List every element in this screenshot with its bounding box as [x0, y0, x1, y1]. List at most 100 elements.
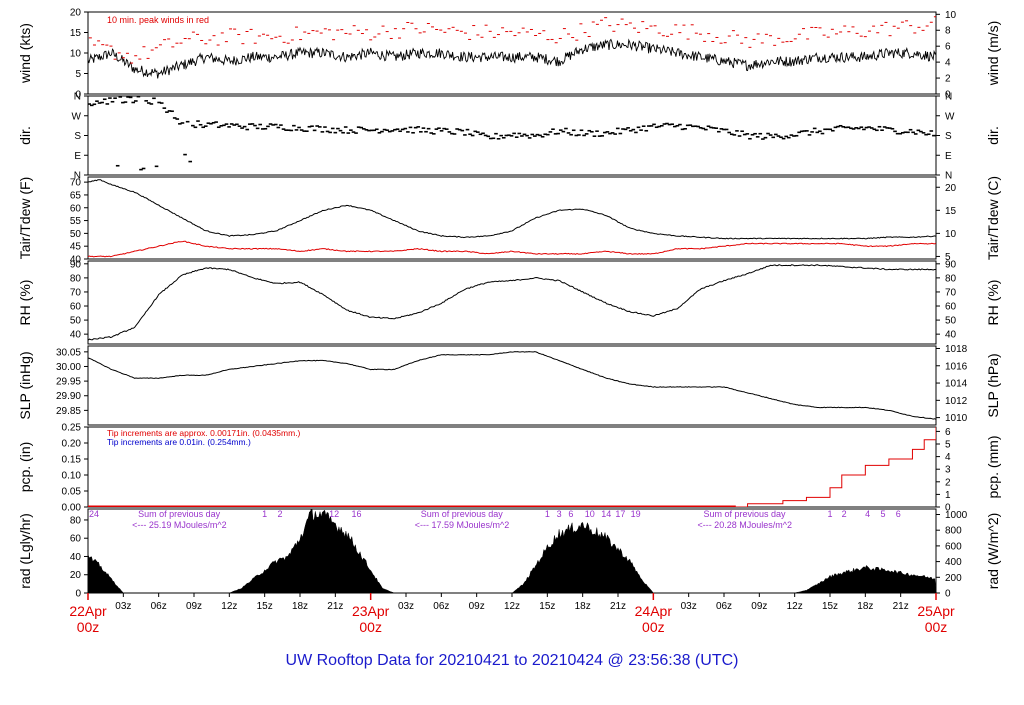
- hour-mark-label: 2: [842, 509, 847, 519]
- right-tick-label: 10: [945, 229, 957, 240]
- y-axis-label-left: Tair/Tdew (F): [17, 177, 33, 259]
- hour-tick-label: 09z: [186, 601, 202, 612]
- left-tick-label: 80: [70, 273, 82, 284]
- y-axis-label-right: rad (W/m^2): [985, 513, 1001, 590]
- y-axis-label-right: wind (m/s): [985, 21, 1001, 87]
- series-temp-tdew: [88, 240, 936, 258]
- y-axis-label-right: Tair/Tdew (C): [985, 176, 1001, 260]
- y-axis-label-right: pcp. (mm): [985, 436, 1001, 499]
- tip-increment-note: Tip increments are approx. 0.00171in. (0…: [107, 428, 301, 438]
- left-tick-label: S: [74, 131, 81, 142]
- hour-tick-label: 06z: [433, 601, 449, 612]
- panel-pcp: 0.00 0.05 0.10 0.15 0.20 0.25 0 1 23 45 6 pcp. (in)…: [17, 423, 1001, 514]
- hour-mark-label: 2: [277, 509, 282, 519]
- day-label-hour: 00z: [77, 619, 100, 635]
- right-tick-label: 3: [945, 465, 951, 476]
- plot-area-pcp: [88, 427, 936, 507]
- left-tick-label: 40: [70, 255, 82, 266]
- day-label-hour: 00z: [925, 619, 948, 635]
- hour-tick-label: 21z: [610, 601, 626, 612]
- left-tick-label: 40: [70, 552, 82, 563]
- left-tick-label: 29.95: [56, 377, 81, 388]
- right-tick-label: 5: [945, 440, 951, 451]
- left-tick-label: 40: [70, 330, 82, 341]
- right-tick-label: 80: [945, 273, 957, 284]
- series-pcp-precip: [88, 427, 936, 507]
- right-tick-label: 1000: [945, 510, 968, 521]
- hour-tick-label: 15z: [822, 601, 838, 612]
- y-axis-label-left: pcp. (in): [17, 442, 33, 493]
- right-tick-label: 800: [945, 526, 962, 537]
- right-tick-label: 0: [945, 503, 951, 514]
- series-temp-tair: [88, 179, 936, 240]
- panel-rh: 40 50 60 70 80 90 40 50 60 70 80 90 RH (%) RH (%): [17, 259, 1001, 345]
- hour-tick-label: 09z: [469, 601, 485, 612]
- y-axis-label-left: wind (kts): [17, 23, 33, 84]
- hour-mark-label: 17: [615, 509, 625, 519]
- hour-tick-label: 18z: [575, 601, 591, 612]
- daily-sum-title: Sum of previous day: [138, 509, 221, 519]
- left-tick-label: 0: [75, 90, 81, 101]
- daily-sum-title: Sum of previous day: [703, 509, 786, 519]
- right-tick-label: 1012: [945, 396, 968, 407]
- left-tick-label: 80: [70, 515, 82, 526]
- day-label-hour: 00z: [642, 619, 665, 635]
- right-tick-label: E: [945, 151, 952, 162]
- hour-mark-label: 12: [329, 509, 339, 519]
- hour-tick-label: 12z: [504, 601, 520, 612]
- plot-area-temp: [88, 179, 936, 258]
- left-tick-label: 70: [70, 287, 82, 298]
- hour-mark-label: 1: [262, 509, 267, 519]
- right-tick-label: 50: [945, 316, 957, 327]
- left-tick-label: 15: [70, 28, 82, 39]
- panel-frame-temp: [87, 176, 937, 260]
- daily-sum-value: <--- 20.28 MJoules/m^2: [697, 520, 792, 530]
- left-tick-label: 60: [70, 203, 82, 214]
- hour-tick-label: 06z: [151, 601, 167, 612]
- right-tick-label: 6: [945, 42, 951, 53]
- series-slp-slp: [88, 351, 936, 420]
- left-tick-label: 60: [70, 534, 82, 545]
- hour-mark-label: 4: [865, 509, 870, 519]
- left-tick-label: 0.10: [62, 471, 82, 482]
- right-tick-label: 6: [945, 427, 951, 438]
- hour-mark-label: 24: [89, 509, 99, 519]
- y-axis-label-left: rad (Lgly/hr): [17, 513, 33, 588]
- left-tick-label: 0: [75, 589, 81, 600]
- right-tick-label: 40: [945, 330, 957, 341]
- right-tick-label: 1018: [945, 344, 968, 355]
- left-tick-label: N: [74, 171, 81, 182]
- panel-frame-rh: [87, 260, 937, 345]
- right-tick-label: 200: [945, 573, 962, 584]
- hour-tick-label: 03z: [398, 601, 414, 612]
- right-tick-label: S: [945, 131, 952, 142]
- left-tick-label: 29.85: [56, 406, 81, 417]
- right-tick-label: 20: [945, 183, 957, 194]
- peak-wind-legend: 10 min. peak winds in red: [107, 15, 209, 25]
- right-tick-label: 60: [945, 302, 957, 313]
- left-tick-label: 65: [70, 190, 82, 201]
- left-tick-label: 50: [70, 316, 82, 327]
- right-tick-label: 4: [945, 58, 951, 69]
- daily-sum-value: <--- 17.59 MJoules/m^2: [415, 520, 510, 530]
- right-tick-label: 1016: [945, 361, 968, 372]
- right-tick-label: 90: [945, 259, 957, 270]
- hour-mark-label: 5: [880, 509, 885, 519]
- left-tick-label: 10: [70, 49, 82, 60]
- series-rad-radiation: [88, 509, 936, 593]
- left-tick-label: 30.05: [56, 347, 81, 358]
- left-tick-label: 50: [70, 229, 82, 240]
- day-label-date: 24Apr: [635, 603, 673, 619]
- left-tick-label: 30.00: [56, 362, 81, 373]
- right-tick-label: 2: [945, 477, 951, 488]
- panel-frame-wind: [87, 11, 937, 95]
- plot-area-wind: [88, 16, 936, 79]
- right-tick-label: 400: [945, 557, 962, 568]
- plot-area-dir: [88, 96, 936, 171]
- left-tick-label: 20: [70, 8, 82, 19]
- left-tick-label: 0.20: [62, 439, 82, 450]
